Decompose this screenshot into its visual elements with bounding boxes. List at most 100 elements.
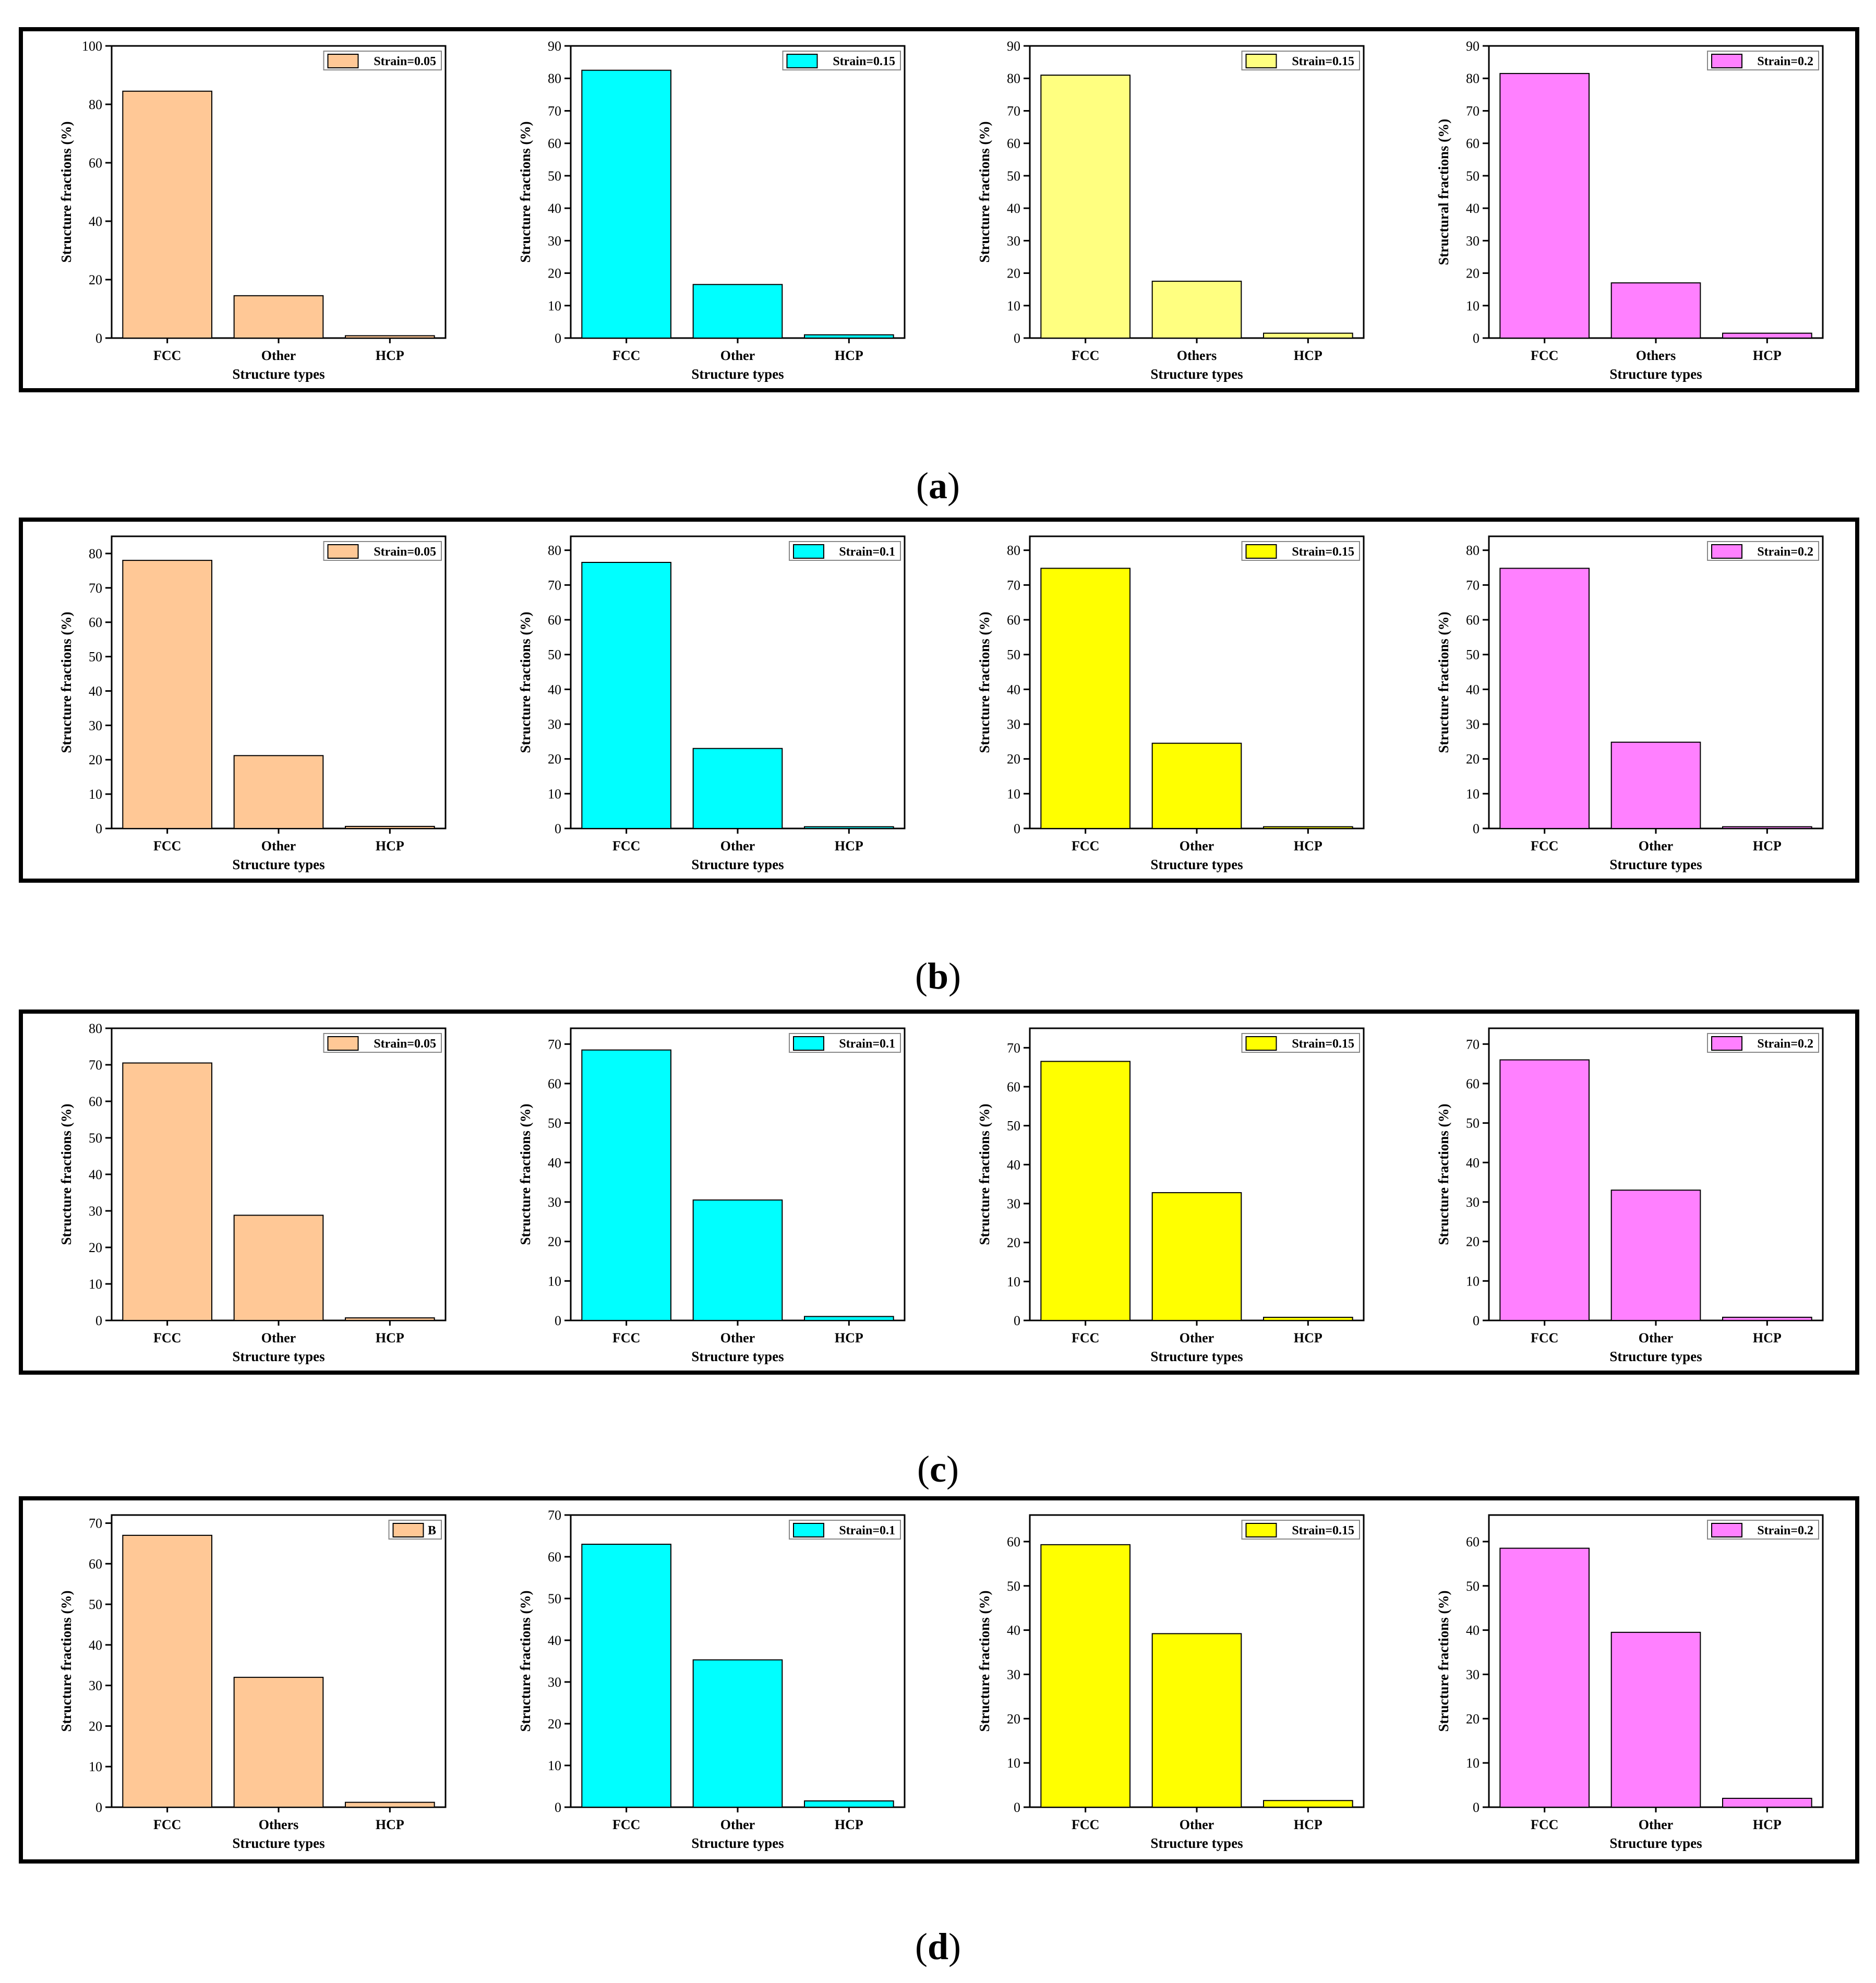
- x-axis-label: Structure types: [691, 1349, 784, 1364]
- bar-other: [233, 755, 324, 829]
- y-tick-label: 60: [89, 615, 102, 630]
- x-tick-label: FCC: [612, 348, 640, 363]
- y-tick-label: 50: [548, 1591, 561, 1606]
- x-tick-label: HCP: [1294, 348, 1322, 363]
- x-tick-label: Other: [261, 838, 296, 854]
- y-tick-label: 50: [548, 169, 561, 184]
- x-tick-label: HCP: [1294, 838, 1322, 854]
- legend-swatch: [1711, 54, 1742, 68]
- x-tick-label: FCC: [1072, 1817, 1099, 1832]
- y-tick-label: 20: [548, 266, 561, 281]
- bar-hcp: [345, 1317, 435, 1321]
- y-tick-label: 0: [555, 1313, 561, 1328]
- y-axis-label: Structure fractions (%): [977, 1104, 992, 1245]
- y-tick-label: 50: [1007, 1119, 1020, 1134]
- x-tick-label: HCP: [1753, 1817, 1782, 1832]
- y-tick-label: 60: [89, 1556, 102, 1571]
- x-tick-label: Others: [1177, 348, 1217, 363]
- y-tick-label: 70: [1007, 1040, 1020, 1055]
- y-tick-label: 80: [1007, 543, 1020, 558]
- legend: Strain=0.15: [782, 51, 901, 70]
- chart-b-4: 0 10 20 30 40 50 60 70 80 FCC Other HCP Structure ty…: [1436, 535, 1824, 872]
- legend: Strain=0.2: [1707, 541, 1819, 561]
- bar-other: [1610, 1631, 1701, 1808]
- x-tick-label: FCC: [153, 1330, 181, 1345]
- chart-c-2: 0 10 20 30 40 50 60 70 FCC Other HCP Structure type…: [518, 1027, 906, 1364]
- y-tick-label: 60: [1466, 136, 1480, 151]
- x-tick-label: Other: [1180, 1817, 1214, 1832]
- panel-b-label: (b): [915, 955, 961, 997]
- legend-label: Strain=0.15: [1292, 1524, 1354, 1537]
- x-tick-label: Other: [1639, 1817, 1673, 1832]
- y-tick-label: 30: [1007, 233, 1020, 248]
- legend-label: Strain=0.2: [1757, 1524, 1813, 1537]
- y-tick-label: 60: [1007, 1534, 1020, 1549]
- y-tick-label: 70: [89, 1057, 102, 1073]
- bar-fcc: [1040, 1061, 1131, 1321]
- chart-a-1: 0 20 40 60 80 100 FCC Other HCP Structure types St…: [58, 39, 447, 382]
- y-tick-label: 30: [1007, 1196, 1020, 1211]
- y-tick-label: 50: [548, 1116, 561, 1131]
- y-tick-label: 60: [548, 1076, 561, 1091]
- y-tick-label: 60: [548, 136, 561, 151]
- chart-d-4: 0 10 20 30 40 50 60 FCC Other HCP Structure types S…: [1436, 1514, 1824, 1851]
- y-tick-label: 0: [1473, 821, 1480, 836]
- y-tick-label: 20: [1007, 266, 1020, 281]
- x-tick-label: FCC: [153, 348, 181, 363]
- bar-fcc: [122, 1062, 212, 1321]
- legend: Strain=0.2: [1707, 1033, 1819, 1053]
- y-tick-label: 60: [1466, 612, 1480, 628]
- y-tick-label: 80: [1466, 71, 1480, 86]
- y-tick-label: 70: [1466, 103, 1480, 118]
- x-tick-label: FCC: [612, 838, 640, 854]
- bar-hcp: [1722, 332, 1812, 339]
- y-tick-label: 40: [548, 201, 561, 216]
- y-tick-label: 70: [548, 103, 561, 118]
- y-tick-label: 50: [89, 1597, 102, 1612]
- panel-a: 0 20 40 60 80 100 FCC Other HCP Structure types St…: [19, 27, 1859, 392]
- bar-hcp: [1263, 1317, 1353, 1321]
- bar-hcp: [804, 826, 894, 830]
- x-tick-label: HCP: [1753, 348, 1782, 363]
- y-tick-label: 50: [1007, 647, 1020, 663]
- bar-hcp: [1722, 826, 1812, 830]
- panel-b-letter: b: [927, 955, 949, 997]
- legend-swatch: [793, 1523, 824, 1537]
- y-tick-label: 50: [548, 647, 561, 663]
- y-tick-label: 10: [548, 1273, 561, 1289]
- bar-hcp: [1263, 1800, 1353, 1808]
- y-tick-label: 40: [89, 1167, 102, 1182]
- y-tick-label: 0: [555, 1800, 561, 1815]
- bar-fcc: [581, 1049, 671, 1321]
- bar-other: [1151, 1192, 1242, 1321]
- x-tick-label: FCC: [153, 1817, 181, 1832]
- bar-other: [1151, 742, 1242, 829]
- x-axis-label: Structure types: [1150, 1349, 1243, 1364]
- y-tick-label: 0: [95, 1313, 102, 1328]
- bar-hcp: [804, 334, 894, 339]
- legend-label: Strain=0.15: [1292, 55, 1354, 68]
- x-tick-label: FCC: [1531, 1817, 1558, 1832]
- y-tick-label: 20: [1466, 1234, 1480, 1249]
- x-tick-label: HCP: [835, 1817, 863, 1832]
- bar-others: [233, 1677, 324, 1808]
- y-tick-label: 30: [89, 1678, 102, 1693]
- bar-fcc: [1499, 1059, 1590, 1321]
- x-tick-label: Other: [720, 838, 755, 854]
- legend-label: Strain=0.05: [374, 1037, 436, 1051]
- y-tick-label: 20: [1007, 1235, 1020, 1251]
- x-tick-label: FCC: [612, 1817, 640, 1832]
- x-tick-label: Other: [720, 1817, 755, 1832]
- x-tick-label: FCC: [1072, 348, 1099, 363]
- legend-label: B: [428, 1524, 436, 1537]
- y-tick-label: 50: [1007, 169, 1020, 184]
- y-tick-label: 40: [1466, 201, 1480, 216]
- y-tick-label: 50: [1466, 1579, 1480, 1594]
- x-tick-label: Others: [1636, 348, 1676, 363]
- y-tick-label: 60: [1466, 1534, 1480, 1549]
- y-tick-label: 0: [1473, 1313, 1480, 1328]
- legend: B: [388, 1520, 442, 1540]
- bar-other: [692, 748, 783, 829]
- y-tick-label: 30: [1007, 717, 1020, 732]
